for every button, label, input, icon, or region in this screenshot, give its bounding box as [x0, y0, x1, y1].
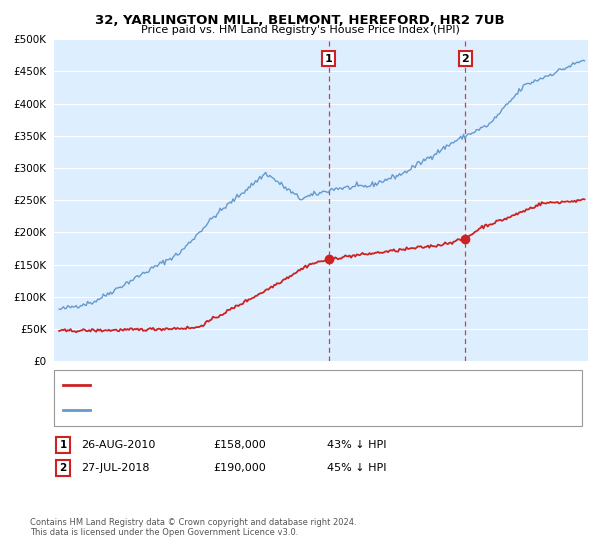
Text: 32, YARLINGTON MILL, BELMONT, HEREFORD, HR2 7UB: 32, YARLINGTON MILL, BELMONT, HEREFORD, … [95, 14, 505, 27]
Text: 26-AUG-2010: 26-AUG-2010 [81, 440, 155, 450]
Text: 43% ↓ HPI: 43% ↓ HPI [327, 440, 386, 450]
Text: Contains HM Land Registry data © Crown copyright and database right 2024.
This d: Contains HM Land Registry data © Crown c… [30, 518, 356, 538]
Text: £158,000: £158,000 [213, 440, 266, 450]
Text: HPI: Average price, detached house, Herefordshire: HPI: Average price, detached house, Here… [96, 405, 343, 415]
Text: 2: 2 [59, 463, 67, 473]
Text: Price paid vs. HM Land Registry's House Price Index (HPI): Price paid vs. HM Land Registry's House … [140, 25, 460, 35]
Text: 45% ↓ HPI: 45% ↓ HPI [327, 463, 386, 473]
Text: 27-JUL-2018: 27-JUL-2018 [81, 463, 149, 473]
Text: 1: 1 [325, 54, 332, 63]
Text: 2: 2 [461, 54, 469, 63]
Text: 32, YARLINGTON MILL, BELMONT, HEREFORD, HR2 7UB (detached house): 32, YARLINGTON MILL, BELMONT, HEREFORD, … [96, 380, 456, 390]
Text: £190,000: £190,000 [213, 463, 266, 473]
Text: 1: 1 [59, 440, 67, 450]
